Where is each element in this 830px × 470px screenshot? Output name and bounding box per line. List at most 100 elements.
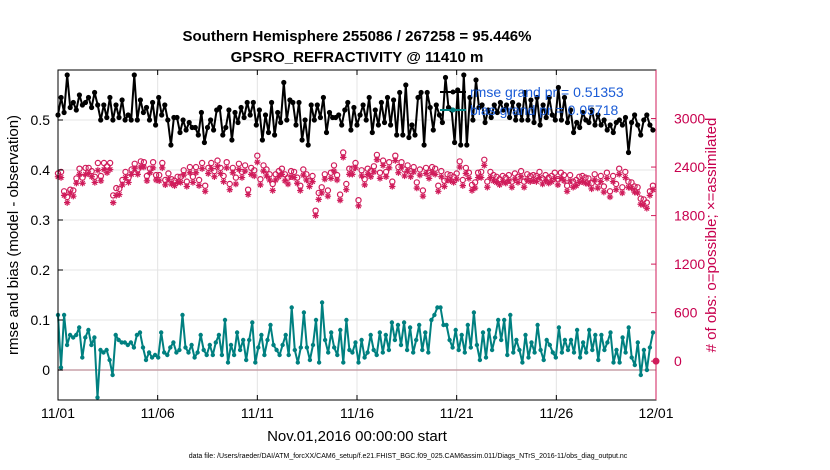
obs-assimilated-point — [257, 181, 264, 189]
bias-point — [420, 347, 425, 353]
rmse-point — [522, 89, 528, 96]
obs-assimilated-point — [214, 163, 221, 170]
rmse-point — [58, 94, 64, 101]
bias-point — [471, 310, 477, 315]
footnote: data file: /Users/raeder/DAI/ATM_forcXX/… — [189, 453, 628, 460]
bias-point — [638, 372, 643, 378]
rmse-point — [89, 104, 95, 111]
series-layer — [54, 72, 660, 400]
rmse-point — [619, 122, 626, 128]
bias-point — [216, 332, 222, 338]
bias-point — [250, 320, 255, 325]
bias-point — [83, 335, 88, 340]
obs-assimilated-point — [223, 164, 230, 172]
obs-assimilated-point — [481, 162, 488, 169]
rmse-point — [421, 142, 427, 148]
obs-assimilated-point — [300, 171, 307, 179]
series-rmse-line — [57, 74, 654, 154]
obs-assimilated-point — [643, 205, 650, 212]
obs-assimilated-point — [419, 192, 427, 200]
bias-point — [350, 350, 355, 355]
obs-assimilated-point — [244, 191, 252, 198]
bias-point — [480, 330, 486, 335]
obs-assimilated-point — [536, 174, 543, 181]
rmse-point — [424, 89, 430, 96]
obs-assimilated-point — [235, 166, 243, 173]
bias-point — [189, 342, 194, 348]
rmse-point — [452, 139, 458, 146]
rmse-point — [485, 107, 491, 113]
bias-point — [304, 345, 310, 350]
obs-assimilated-point — [560, 177, 568, 185]
bias-point — [553, 355, 558, 360]
rmse-point — [223, 124, 229, 131]
bias-point — [362, 355, 367, 360]
rmse-point — [546, 94, 552, 101]
obs-assimilated-point — [70, 192, 77, 200]
obs-assimilated-point — [177, 179, 184, 186]
obs-possible-point — [106, 159, 114, 167]
bias-point — [247, 337, 252, 343]
rmse-point — [256, 107, 262, 113]
bias-point — [502, 317, 507, 323]
obs-assimilated-point — [220, 178, 227, 185]
bias-point — [244, 357, 249, 363]
rmse-point — [394, 132, 400, 138]
obs-assimilated-point — [373, 156, 381, 163]
obs-assimilated-point — [386, 164, 393, 172]
rmse-point — [204, 124, 211, 131]
bias-point — [326, 350, 331, 355]
bias-point — [365, 350, 370, 355]
obs-assimilated-point — [612, 186, 620, 193]
rmse-point — [265, 129, 272, 136]
bias-point — [58, 365, 64, 370]
bias-point — [80, 355, 85, 360]
rmse-point — [226, 107, 232, 113]
obs-assimilated-point — [496, 181, 503, 189]
bias-point — [95, 395, 100, 400]
obs-possible-point — [269, 180, 276, 188]
rmse-point — [427, 104, 433, 111]
series-rmse — [55, 72, 656, 156]
obs-assimilated-point — [407, 173, 414, 180]
bias-point — [532, 350, 537, 355]
rmse-point — [555, 84, 562, 91]
obs-assimilated-point — [312, 212, 319, 219]
rmse-point — [128, 117, 134, 123]
rmse-point — [229, 137, 235, 143]
bias-point — [265, 337, 270, 343]
rmse-point — [104, 114, 110, 121]
rmse-point — [632, 112, 638, 118]
obs-assimilated-point — [290, 174, 298, 181]
bias-point — [517, 347, 522, 353]
rmse-point — [162, 102, 168, 108]
bias-point — [383, 332, 388, 338]
obs-assimilated-point — [465, 175, 473, 182]
x-tick-label: 11/11 — [241, 405, 274, 421]
rmse-point — [278, 119, 284, 126]
obs-assimilated-point — [631, 188, 638, 196]
obs-assimilated-point — [76, 171, 83, 178]
bias-point — [407, 325, 413, 330]
bias-point — [183, 345, 188, 350]
obs-assimilated-point — [73, 180, 80, 187]
obs-assimilated-point — [459, 182, 466, 189]
obs-assimilated-point — [287, 173, 295, 180]
obs-assimilated-point — [324, 192, 332, 200]
bias-point — [280, 342, 285, 348]
bias-point — [614, 347, 619, 353]
obs-assimilated-point — [520, 184, 528, 191]
rmse-point — [140, 109, 146, 116]
obs-possible-point — [82, 164, 89, 172]
rmse-point — [500, 107, 506, 113]
bias-point — [171, 340, 176, 345]
series-bias — [55, 300, 656, 400]
bias-point — [259, 332, 264, 338]
rmse-point — [629, 119, 635, 126]
bias-point — [486, 327, 492, 333]
obs-assimilated-point — [447, 177, 454, 185]
rmse-point — [238, 104, 244, 111]
bias-point — [268, 322, 273, 328]
rmse-point — [241, 114, 247, 121]
obs-assimilated-point — [591, 176, 598, 184]
